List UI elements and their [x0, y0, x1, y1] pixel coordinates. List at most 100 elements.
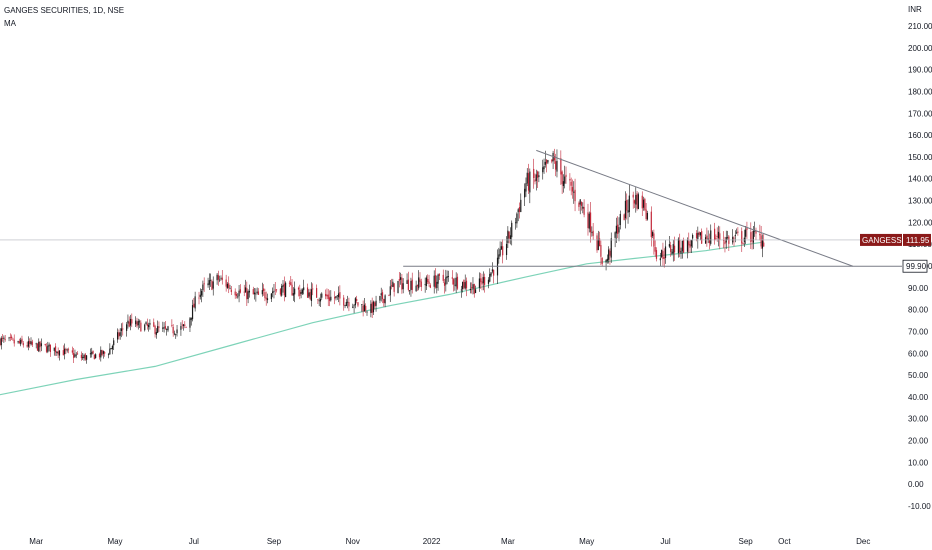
candle-body — [145, 322, 147, 325]
candle-body — [343, 297, 345, 306]
candle-body — [321, 293, 323, 298]
candle-body — [199, 294, 201, 298]
candle-body — [632, 194, 634, 198]
candle-body — [416, 285, 419, 287]
candle-body — [326, 294, 328, 297]
candle-body — [582, 206, 584, 209]
candle-body — [127, 320, 129, 324]
candle-body — [415, 285, 417, 292]
candle-body — [54, 346, 57, 353]
candle-body — [353, 305, 355, 307]
candle-body — [734, 235, 736, 237]
candle-body — [266, 298, 269, 301]
candle-body — [334, 296, 336, 299]
candle-body — [85, 355, 88, 360]
candle-body — [407, 279, 409, 290]
candle-body — [637, 194, 639, 209]
candle-body — [185, 326, 187, 328]
candle-body — [292, 293, 294, 296]
candle-body — [626, 200, 628, 211]
candle-body — [362, 305, 364, 312]
candle-body — [511, 222, 513, 238]
candle-body — [164, 326, 167, 329]
price-tick-label: 200.00 — [908, 44, 932, 53]
candle-body — [203, 283, 205, 285]
candle-body — [288, 282, 291, 284]
candle-body — [337, 293, 340, 298]
candle-body — [737, 231, 739, 233]
candle-body — [482, 277, 484, 284]
candle-body — [335, 296, 337, 299]
candle-body — [136, 321, 138, 327]
candle-body — [471, 287, 473, 289]
candle-body — [211, 280, 213, 290]
candle-body — [546, 159, 548, 164]
price-tick-label: 40.00 — [908, 393, 929, 402]
candle-body — [498, 254, 500, 260]
candle-body — [533, 168, 535, 179]
indicator-label[interactable]: MA — [4, 19, 16, 28]
candle-body — [348, 302, 350, 307]
candle-body — [220, 277, 222, 279]
time-tick-label: Mar — [501, 537, 515, 546]
candle-body — [235, 293, 238, 296]
candle-body — [330, 296, 332, 301]
candle-body — [706, 235, 708, 239]
candle-body — [20, 339, 22, 345]
candle-body — [619, 213, 621, 226]
candle-body — [735, 232, 738, 234]
price-tick-label: 30.00 — [908, 415, 929, 424]
candle-body — [759, 233, 761, 236]
candle-body — [17, 341, 19, 343]
candle-body — [677, 238, 680, 254]
candle-body — [48, 344, 50, 347]
price-axis[interactable]: INR 210.00 200.00 190.00 180.00 170.00 160.00 1… — [902, 0, 932, 550]
candle-body — [716, 236, 718, 237]
candle-body — [455, 277, 457, 287]
candle-body — [13, 339, 15, 344]
candle-body — [357, 302, 359, 306]
price-tick-label: 20.00 — [908, 437, 929, 446]
candle-body — [38, 341, 40, 352]
candle-body — [0, 338, 2, 346]
candle-body — [596, 235, 598, 251]
candle-body — [438, 274, 440, 276]
price-tick-label: 50.00 — [908, 371, 929, 380]
candle-body — [162, 327, 164, 329]
candle-body — [686, 239, 689, 252]
candle-body — [327, 294, 329, 300]
candle-body — [281, 285, 283, 296]
candle-body — [690, 240, 692, 247]
candle-body — [491, 269, 493, 272]
candle-body — [508, 231, 510, 239]
time-axis[interactable]: Mar May Jul Sep Nov 2022 Mar May Jul Sep Oct Dec — [29, 537, 870, 546]
candle-body — [366, 311, 368, 313]
candle-body — [45, 346, 48, 352]
candle-body — [166, 329, 168, 330]
candle-body — [171, 325, 173, 326]
candle-body — [608, 249, 610, 260]
candle-body — [172, 326, 174, 334]
candle-body — [129, 318, 132, 326]
candle-body — [654, 247, 656, 252]
candle-body — [325, 293, 327, 297]
candle-body — [210, 279, 212, 281]
candle-body — [745, 229, 747, 237]
candle-body — [635, 194, 637, 205]
candle-body — [26, 345, 28, 347]
candle-body — [9, 337, 11, 338]
candle-body — [95, 354, 97, 359]
candle-body — [44, 343, 46, 346]
candle-body — [217, 275, 219, 280]
candle-body — [542, 167, 544, 173]
candle-body — [148, 324, 150, 328]
candle-body — [645, 209, 647, 220]
candle-body — [80, 354, 83, 359]
price-tick-label: 120.00 — [908, 218, 932, 227]
candle-body — [92, 350, 94, 354]
candle-body — [98, 353, 101, 358]
candle-body — [257, 291, 260, 295]
candle-body — [587, 212, 589, 229]
candle-body — [279, 288, 282, 295]
